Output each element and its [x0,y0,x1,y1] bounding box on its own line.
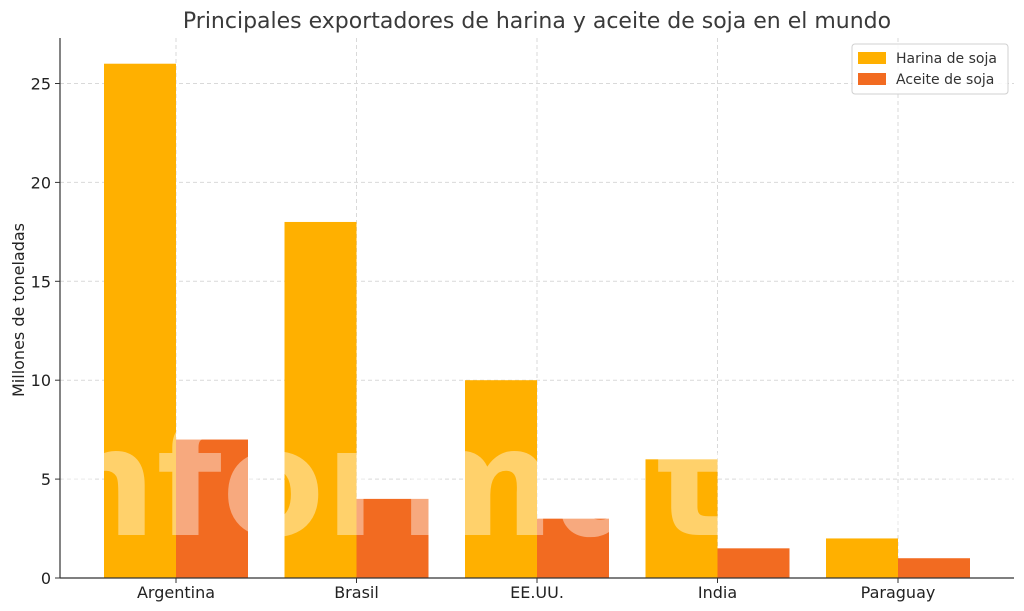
bar-aceite [537,518,609,578]
bar-harina [465,380,537,578]
y-axis-label: Millones de toneladas [9,223,28,397]
y-tick-label: 5 [41,470,51,489]
bar-harina [284,221,357,578]
y-ticks: 0 5 10 15 20 25 [31,74,60,588]
x-tick-label: Brasil [334,583,379,602]
bar-aceite [898,558,970,578]
legend-swatch [858,73,886,85]
bar-harina [826,538,898,578]
legend-label: Aceite de soja [896,72,994,88]
bar-aceite [176,439,248,578]
y-tick-label: 0 [41,569,51,588]
chart-title: Principales exportadores de harina y ace… [183,9,891,34]
watermark-text: informate.ar [0,397,1024,571]
x-tick-label: Argentina [137,583,215,602]
x-tick-label: India [698,583,737,602]
x-ticks: Argentina Brasil EE.UU. India Paraguay [137,578,935,602]
y-tick-label: 20 [31,173,51,192]
x-tick-label: EE.UU. [510,583,564,602]
bar-aceite [356,498,429,578]
bars [104,63,970,578]
legend-box [851,43,1009,95]
x-tick-label: Paraguay [861,583,936,602]
bar-harina [645,459,718,578]
y-tick-label: 10 [31,371,51,390]
bar-aceite [717,548,790,578]
legend: Harina de soja Aceite de soja [851,43,1009,95]
bar-harina [104,63,176,578]
legend-label: Harina de soja [896,51,997,67]
y-tick-label: 15 [31,272,51,291]
legend-swatch [858,52,886,64]
y-tick-label: 25 [31,74,51,93]
